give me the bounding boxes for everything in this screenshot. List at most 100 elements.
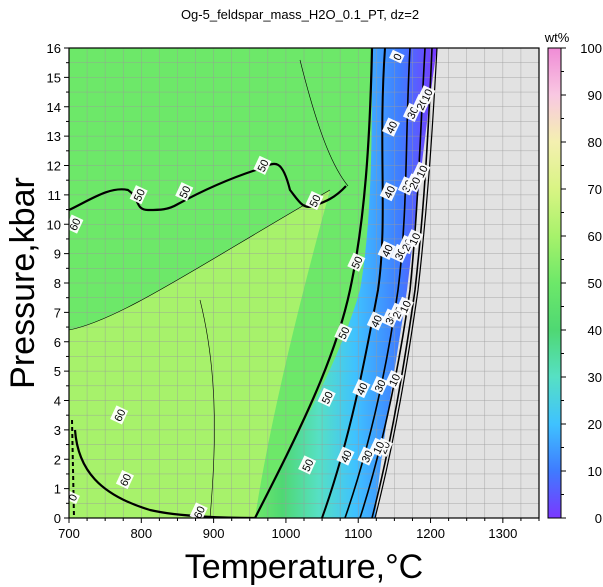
contour-label: 40 [381,117,400,137]
contour-label: 10 [412,161,431,181]
minor-contour [299,59,349,187]
contour-label-bg [368,437,388,457]
minor-contour [199,299,215,518]
colorbar-ticks: 0 10 20 30 40 50 60 70 80 90 100 [561,41,602,526]
contour-label: 10 [417,85,436,105]
y-tick-label: 5 [54,364,61,379]
contour-label-bg [379,182,398,202]
colorbar-tick-label: 70 [588,182,602,197]
contour-label-text: 50 [350,255,366,271]
contour-label-text: 0 [67,493,80,504]
contour-label-bg [317,387,336,407]
colorbar-tick-label: 30 [588,370,602,385]
contour-label: 60 [189,502,208,520]
contour-label-text: 40 [384,120,400,136]
contour-label-bg [129,185,148,205]
y-tick-label: 7 [54,305,61,320]
colorbar-tick-label: 10 [588,464,602,479]
contour-label: 10 [368,437,388,457]
contour-label-bg [69,214,84,234]
x-tick-label: 700 [58,526,80,541]
colorbar-label: wt% [544,30,570,45]
y-tick-label: 8 [54,276,61,291]
contour-line-40 [321,48,386,518]
contour-label-text: 40 [339,449,355,465]
contour-label: 10 [395,296,414,316]
contour-label-text: 60 [112,408,128,424]
contour-label-text: 10 [371,440,387,456]
contour-label-bg [110,405,129,425]
y-tick-label: 4 [54,394,61,409]
contour-line-50b [254,48,374,518]
y-tick-label: 15 [47,70,61,85]
contour-label-bg [405,229,424,249]
contour-label-bg [189,502,208,518]
contour-label-text: 40 [369,314,385,330]
contour-label-text: 50 [300,457,316,473]
colorbar-tick-label: 40 [588,323,602,338]
contour-label-bg [366,311,385,331]
y-tick-label: 12 [47,159,61,174]
contour-label: 50 [347,252,366,272]
y-tick-label: 1 [54,482,61,497]
contour-label-text: 30 [373,378,389,394]
contour-label-bg [384,370,403,390]
colorbar-tick-label: 80 [588,135,602,150]
contour-label: 40 [352,378,371,399]
contour-label-text: 50 [256,158,272,174]
y-tick-label: 3 [54,423,61,438]
contour-label-bg [370,376,389,396]
y-axis-title: Pressure,kbar [4,177,42,389]
contour-label-bg [336,446,355,466]
x-tick-label: 800 [130,526,152,541]
contour-label-bg [412,161,431,181]
contour-label: 50 [317,387,336,407]
x-tick-label: 900 [203,526,225,541]
contour-label-text: 50 [178,184,194,200]
contour-label-bg [253,155,272,175]
contour-label-text: 10 [387,372,403,388]
grid [69,48,539,518]
chart-title: Og-5_feldspar_mass_H2O_0.1_PT, dz=2 [181,7,419,22]
y-tick-label: 9 [54,247,61,262]
y-tick-label: 13 [47,129,61,144]
contour-label-text: 60 [192,504,208,520]
x-tick-label: 1000 [271,526,300,541]
contour-label-text: 50 [308,193,324,209]
contour-label-text: 10 [408,231,424,247]
contour-label-bg [305,190,324,211]
y-tick-label: 2 [54,452,61,467]
contour-label-text: 50 [320,390,336,406]
contour-label-text: 40 [382,184,398,200]
contour-label: 10 [405,229,424,249]
contour-label-bg [347,252,366,272]
contour-label: 0 [67,490,80,505]
contour-label-bg [298,455,317,475]
contour-label-bg [352,378,371,399]
x-axis-title: Temperature,°C [185,548,423,586]
y-tick-label: 14 [47,100,61,115]
contour-label: 0 [389,49,405,64]
contour-label-bg [389,49,405,64]
contour-label-text: 40 [355,381,371,397]
contour-label: 50 [298,455,317,475]
minor-contour [71,419,75,518]
contour-label-text: 50 [337,325,353,341]
contour-label: 50 [334,323,353,343]
contour-label-text: 60 [118,472,134,488]
colorbar-tick-label: 0 [595,511,602,526]
x-tick-label: 1200 [416,526,445,541]
contour-label-text: 60 [68,217,84,233]
colorbar-tick-label: 50 [588,276,602,291]
contour-label-text: 10 [415,164,431,180]
contour-label-text: 20 [408,175,424,191]
y-tick-label: 11 [48,188,62,203]
contour-label: 40 [366,311,385,331]
x-tick-label: 1300 [488,526,517,541]
y-tick-label: 6 [54,335,61,350]
contour-label-text: 30 [360,449,376,465]
